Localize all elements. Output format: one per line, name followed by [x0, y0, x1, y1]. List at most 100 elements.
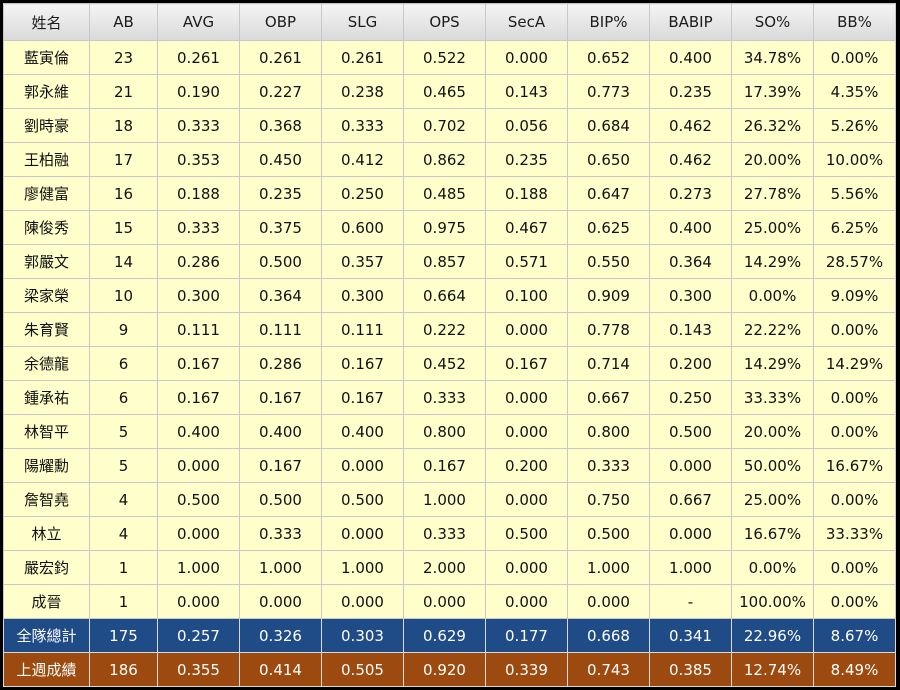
summary-cell-obp: 0.414 — [239, 652, 322, 687]
stat-cell-slg: 0.300 — [321, 278, 404, 313]
column-header-bip[interactable]: BIP% — [567, 3, 650, 41]
summary-cell-bb: 8.67% — [813, 618, 896, 653]
stat-cell-seca: 0.000 — [485, 550, 568, 585]
stat-cell-seca: 0.000 — [485, 414, 568, 449]
table-row: 廖健富 16 0.188 0.235 0.250 0.485 0.188 0.647 0.273… — [3, 176, 896, 211]
table-row: 成晉 1 0.000 0.000 0.000 0.000 0.000 0.000-100.00… — [3, 584, 896, 619]
stat-cell-seca: 0.000 — [485, 584, 568, 619]
table-row: 郭永維 21 0.190 0.227 0.238 0.465 0.143 0.773 0.235… — [3, 74, 896, 109]
stat-cell-slg: 0.000 — [321, 516, 404, 551]
stat-cell-bip: 0.909 — [567, 278, 650, 313]
stat-cell-obp: 0.000 — [239, 584, 322, 619]
stat-cell-obp: 0.111 — [239, 312, 322, 347]
stat-cell-seca: 0.500 — [485, 516, 568, 551]
stat-cell-avg: 0.000 — [157, 448, 240, 483]
stat-cell-seca: 0.235 — [485, 142, 568, 177]
summary-cell-seca: 0.177 — [485, 618, 568, 653]
stat-cell-ab: 21 — [89, 74, 158, 109]
stat-cell-avg: 0.500 — [157, 482, 240, 517]
table-row: 郭嚴文 14 0.286 0.500 0.357 0.857 0.571 0.550 0.364… — [3, 244, 896, 279]
stat-cell-so: 50.00% — [731, 448, 814, 483]
column-header-seca[interactable]: SecA — [485, 3, 568, 41]
stat-cell-babip: 0.273 — [649, 176, 732, 211]
column-header-avg[interactable]: AVG — [157, 3, 240, 41]
summary-cell-seca: 0.339 — [485, 652, 568, 687]
player-name-cell: 郭嚴文 — [3, 244, 90, 279]
stat-cell-avg: 1.000 — [157, 550, 240, 585]
stat-cell-avg: 0.111 — [157, 312, 240, 347]
stat-cell-seca: 0.000 — [485, 40, 568, 75]
stat-cell-slg: 0.357 — [321, 244, 404, 279]
stat-cell-ab: 6 — [89, 380, 158, 415]
column-header-slg[interactable]: SLG — [321, 3, 404, 41]
stat-cell-seca: 0.467 — [485, 210, 568, 245]
column-header-obp[interactable]: OBP — [239, 3, 322, 41]
table-row: 陳俊秀 15 0.333 0.375 0.600 0.975 0.467 0.625 0.400… — [3, 210, 896, 245]
stat-cell-ops: 0.485 — [403, 176, 486, 211]
stats-table-frame: 姓名 AB AVG OBP SLG OPS SecA BIP% BABIP SO% BB% 藍寅倫 2… — [3, 3, 896, 687]
stat-cell-bb: 0.00% — [813, 550, 896, 585]
stat-cell-avg: 0.300 — [157, 278, 240, 313]
stat-cell-obp: 0.286 — [239, 346, 322, 381]
summary-cell-babip: 0.385 — [649, 652, 732, 687]
stat-cell-ops: 0.975 — [403, 210, 486, 245]
stat-cell-babip: 0.400 — [649, 210, 732, 245]
team-total-row: 全隊總計 175 0.257 0.326 0.303 0.629 0.177 0.668 0.3… — [3, 618, 896, 653]
stat-cell-ops: 0.800 — [403, 414, 486, 449]
stat-cell-obp: 0.167 — [239, 448, 322, 483]
column-header-ab[interactable]: AB — [89, 3, 158, 41]
player-name-cell: 余德龍 — [3, 346, 90, 381]
player-name-cell: 成晉 — [3, 584, 90, 619]
stat-cell-so: 20.00% — [731, 142, 814, 177]
table-row: 嚴宏鈞 1 1.000 1.000 1.000 2.000 0.000 1.000 1.000 0… — [3, 550, 896, 585]
stat-cell-ab: 15 — [89, 210, 158, 245]
stat-cell-babip: 0.000 — [649, 516, 732, 551]
stat-cell-babip: 0.364 — [649, 244, 732, 279]
summary-cell-obp: 0.326 — [239, 618, 322, 653]
column-header-so[interactable]: SO% — [731, 3, 814, 41]
stat-cell-avg: 0.167 — [157, 346, 240, 381]
stat-cell-bip: 0.500 — [567, 516, 650, 551]
player-name-cell: 陽耀勳 — [3, 448, 90, 483]
stat-cell-obp: 1.000 — [239, 550, 322, 585]
stat-cell-ops: 0.857 — [403, 244, 486, 279]
player-name-cell: 嚴宏鈞 — [3, 550, 90, 585]
stat-cell-babip: 1.000 — [649, 550, 732, 585]
column-header-ops[interactable]: OPS — [403, 3, 486, 41]
stat-cell-obp: 0.261 — [239, 40, 322, 75]
summary-cell-ops: 0.920 — [403, 652, 486, 687]
stat-cell-so: 27.78% — [731, 176, 814, 211]
column-header-name[interactable]: 姓名 — [3, 3, 90, 41]
stat-cell-slg: 0.333 — [321, 108, 404, 143]
summary-cell-so: 12.74% — [731, 652, 814, 687]
stat-cell-bip: 0.667 — [567, 380, 650, 415]
stat-cell-ops: 0.333 — [403, 380, 486, 415]
table-row: 梁家榮 10 0.300 0.364 0.300 0.664 0.100 0.909 0.300… — [3, 278, 896, 313]
stat-cell-babip: 0.667 — [649, 482, 732, 517]
stat-cell-bb: 33.33% — [813, 516, 896, 551]
stat-cell-obp: 0.375 — [239, 210, 322, 245]
stat-cell-babip: 0.143 — [649, 312, 732, 347]
stat-cell-ab: 5 — [89, 448, 158, 483]
stat-cell-babip: 0.000 — [649, 448, 732, 483]
stat-cell-bb: 5.26% — [813, 108, 896, 143]
stat-cell-ab: 18 — [89, 108, 158, 143]
player-name-cell: 藍寅倫 — [3, 40, 90, 75]
summary-cell-ab: 186 — [89, 652, 158, 687]
stat-cell-bb: 14.29% — [813, 346, 896, 381]
stat-cell-ab: 4 — [89, 482, 158, 517]
stat-cell-bip: 0.778 — [567, 312, 650, 347]
stat-cell-so: 25.00% — [731, 210, 814, 245]
column-header-bb[interactable]: BB% — [813, 3, 896, 41]
stat-cell-slg: 0.261 — [321, 40, 404, 75]
player-name-cell: 劉時豪 — [3, 108, 90, 143]
stat-cell-obp: 0.364 — [239, 278, 322, 313]
stat-cell-ab: 10 — [89, 278, 158, 313]
table-row: 王柏融 17 0.353 0.450 0.412 0.862 0.235 0.650 0.462… — [3, 142, 896, 177]
column-header-babip[interactable]: BABIP — [649, 3, 732, 41]
stat-cell-bb: 4.35% — [813, 74, 896, 109]
stat-cell-bb: 0.00% — [813, 312, 896, 347]
stat-cell-seca: 0.056 — [485, 108, 568, 143]
stat-cell-bip: 0.550 — [567, 244, 650, 279]
stat-cell-bip: 0.625 — [567, 210, 650, 245]
